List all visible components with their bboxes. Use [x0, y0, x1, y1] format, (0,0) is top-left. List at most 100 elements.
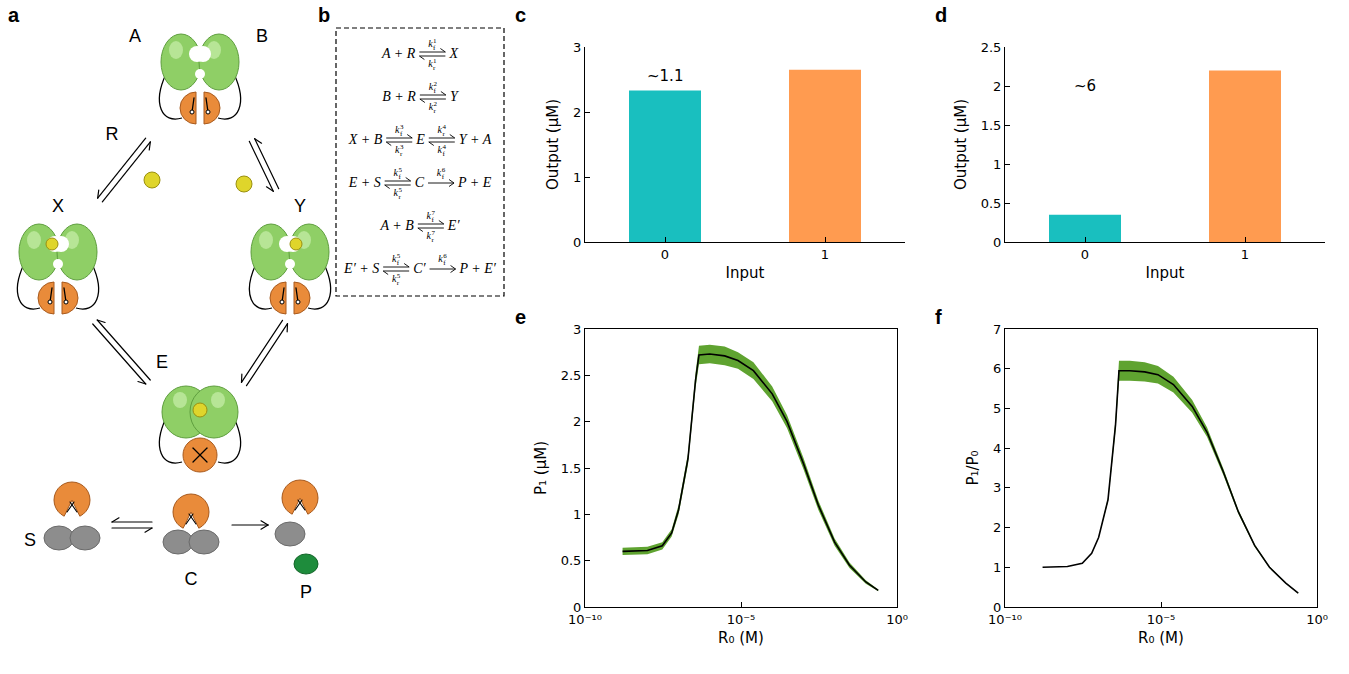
svg-text:0: 0	[661, 247, 669, 262]
svg-text:2: 2	[993, 79, 1001, 94]
svg-text:0.5: 0.5	[561, 553, 582, 568]
svg-text:Output (μM): Output (μM)	[952, 99, 970, 190]
svg-text:2.5: 2.5	[981, 40, 1002, 55]
svg-text:2.5: 2.5	[561, 368, 582, 383]
svg-text:3: 3	[573, 322, 581, 337]
svg-text:r: r	[432, 236, 435, 244]
svg-text:r: r	[398, 193, 401, 201]
svg-text:S: S	[24, 530, 36, 550]
svg-text:r: r	[400, 150, 403, 158]
svg-text:E: E	[156, 352, 168, 372]
svg-text:6: 6	[443, 252, 447, 260]
svg-text:1: 1	[993, 157, 1001, 172]
svg-text:R: R	[106, 124, 119, 144]
svg-text:0: 0	[573, 600, 581, 615]
svg-text:f: f	[434, 87, 437, 95]
svg-text:A + B: A + B	[380, 218, 415, 233]
svg-text:1: 1	[1241, 247, 1249, 262]
svg-text:1.5: 1.5	[981, 118, 1002, 133]
svg-text:C′: C′	[413, 261, 426, 276]
svg-text:10⁻⁵: 10⁻⁵	[727, 612, 756, 627]
svg-text:5: 5	[397, 272, 401, 280]
svg-text:6: 6	[993, 361, 1001, 376]
svg-text:2: 2	[434, 100, 438, 108]
svg-text:a: a	[8, 4, 20, 26]
svg-text:7: 7	[993, 322, 1001, 337]
svg-text:P: P	[300, 582, 312, 602]
svg-text:E′ + S: E′ + S	[343, 261, 379, 276]
svg-text:~6: ~6	[1074, 77, 1096, 95]
svg-text:4: 4	[443, 123, 447, 131]
svg-text:1: 1	[573, 507, 581, 522]
svg-text:f: f	[433, 44, 436, 52]
svg-text:10⁻¹⁰: 10⁻¹⁰	[568, 612, 602, 627]
svg-text:5: 5	[398, 186, 402, 194]
svg-text:7: 7	[432, 209, 436, 217]
svg-text:2: 2	[434, 80, 438, 88]
svg-text:0.5: 0.5	[981, 196, 1002, 211]
svg-text:1: 1	[433, 37, 437, 45]
svg-text:1: 1	[433, 57, 437, 65]
svg-text:R₀ (M): R₀ (M)	[718, 629, 764, 647]
svg-text:E′: E′	[447, 218, 461, 233]
svg-text:4: 4	[443, 143, 447, 151]
svg-text:B + R: B + R	[382, 89, 416, 104]
svg-text:Y: Y	[294, 196, 306, 216]
svg-text:10⁻¹⁰: 10⁻¹⁰	[988, 612, 1022, 627]
svg-text:A: A	[129, 26, 141, 46]
svg-text:r: r	[434, 107, 437, 115]
svg-text:0: 0	[573, 235, 581, 250]
svg-text:C: C	[185, 569, 198, 589]
svg-text:1: 1	[573, 170, 581, 185]
svg-text:f: f	[398, 173, 401, 181]
svg-text:E + S: E + S	[348, 175, 381, 190]
svg-text:2: 2	[573, 105, 581, 120]
svg-text:C: C	[415, 175, 425, 190]
svg-text:r: r	[433, 64, 436, 72]
svg-text:X: X	[52, 196, 64, 216]
svg-text:R₀ (M): R₀ (M)	[1138, 629, 1184, 647]
svg-text:f: f	[443, 259, 446, 267]
svg-text:f: f	[442, 173, 445, 181]
svg-text:2: 2	[573, 414, 581, 429]
svg-text:f: f	[432, 216, 435, 224]
svg-text:5: 5	[397, 252, 401, 260]
svg-text:3: 3	[400, 143, 404, 151]
svg-text:~1.1: ~1.1	[647, 67, 683, 85]
svg-text:5: 5	[398, 166, 402, 174]
svg-text:0: 0	[993, 600, 1001, 615]
svg-text:P₁/P₀: P₁/P₀	[964, 450, 982, 485]
svg-text:2: 2	[993, 520, 1001, 535]
svg-text:5: 5	[993, 401, 1001, 416]
svg-text:P + E: P + E	[457, 175, 492, 190]
svg-text:10⁰: 10⁰	[1306, 612, 1328, 627]
svg-text:Y: Y	[450, 89, 460, 104]
svg-text:6: 6	[442, 166, 446, 174]
svg-text:X + B: X + B	[348, 132, 383, 147]
svg-text:Input: Input	[726, 264, 765, 282]
svg-text:1.5: 1.5	[561, 461, 582, 476]
svg-text:r: r	[397, 279, 400, 287]
svg-text:b: b	[318, 4, 330, 26]
svg-text:f: f	[400, 130, 403, 138]
svg-text:r: r	[443, 130, 446, 138]
svg-text:f: f	[443, 150, 446, 158]
svg-text:3: 3	[400, 123, 404, 131]
svg-text:P + E′: P + E′	[459, 261, 497, 276]
svg-text:f: f	[397, 259, 400, 267]
svg-text:Input: Input	[1146, 264, 1185, 282]
svg-text:A + R: A + R	[381, 46, 416, 61]
svg-text:10⁰: 10⁰	[886, 612, 908, 627]
svg-text:4: 4	[993, 441, 1001, 456]
svg-text:1: 1	[821, 247, 829, 262]
svg-text:10⁻⁵: 10⁻⁵	[1147, 612, 1176, 627]
svg-text:X: X	[448, 46, 458, 61]
svg-text:P₁ (μM): P₁ (μM)	[532, 441, 550, 495]
svg-text:E: E	[415, 132, 425, 147]
svg-text:B: B	[256, 26, 268, 46]
svg-text:Output (μM): Output (μM)	[544, 99, 562, 190]
svg-text:0: 0	[1081, 247, 1089, 262]
svg-text:3: 3	[573, 40, 581, 55]
svg-text:1: 1	[993, 560, 1001, 575]
svg-text:Y + A: Y + A	[459, 132, 492, 147]
